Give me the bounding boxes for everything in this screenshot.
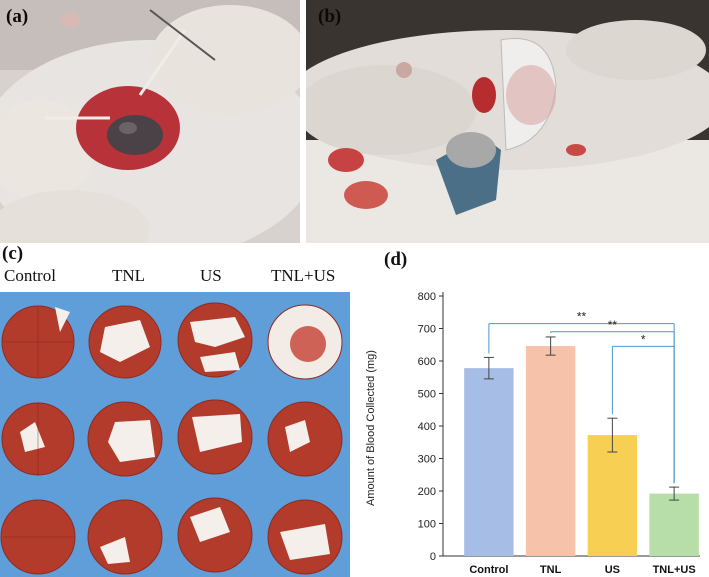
bar-control (464, 368, 514, 556)
y-tick-label: 300 (418, 454, 436, 466)
photo-c (0, 292, 350, 577)
panel-label-b: (b) (318, 6, 342, 27)
bar-tnl-us (649, 493, 699, 556)
y-axis-label: Amount of Blood Collected (mg) (365, 350, 377, 506)
panel-label-c: (c) (2, 243, 24, 264)
bar-us (587, 435, 638, 556)
x-tick-label: TNL+US (653, 564, 696, 576)
x-tick-label: Control (469, 564, 508, 576)
column-label-tnl: TNL (112, 266, 146, 285)
column-label-us: US (200, 266, 222, 285)
y-tick-label: 100 (418, 519, 436, 531)
photo-c-image (0, 292, 350, 577)
photo-a (0, 0, 300, 243)
significance-label: ** (577, 310, 587, 324)
significance-label: ** (608, 318, 618, 332)
y-tick-label: 400 (418, 421, 436, 433)
y-tick-label: 200 (418, 486, 436, 498)
photo-b (306, 0, 709, 243)
blood-collected-chart: 0 100 200 300 400 500 600 700 800 Control TNL US TN… (365, 291, 700, 576)
y-tick-label: 800 (418, 291, 436, 303)
photo-b-image (306, 0, 709, 243)
column-label-tnl-us: TNL+US (271, 266, 336, 285)
y-tick-label: 0 (430, 551, 436, 563)
panel-label-a: (a) (6, 6, 29, 27)
y-tick-label: 500 (418, 389, 436, 401)
bar-tnl (525, 346, 576, 556)
y-tick-label: 600 (418, 356, 436, 368)
photo-a-image (0, 0, 300, 243)
x-tick-label: US (605, 564, 620, 576)
x-tick-label: TNL (540, 564, 562, 576)
column-label-control: Control (4, 266, 56, 285)
significance-label: * (641, 332, 646, 346)
panel-label-d: (d) (384, 249, 408, 270)
y-tick-label: 700 (418, 324, 436, 336)
